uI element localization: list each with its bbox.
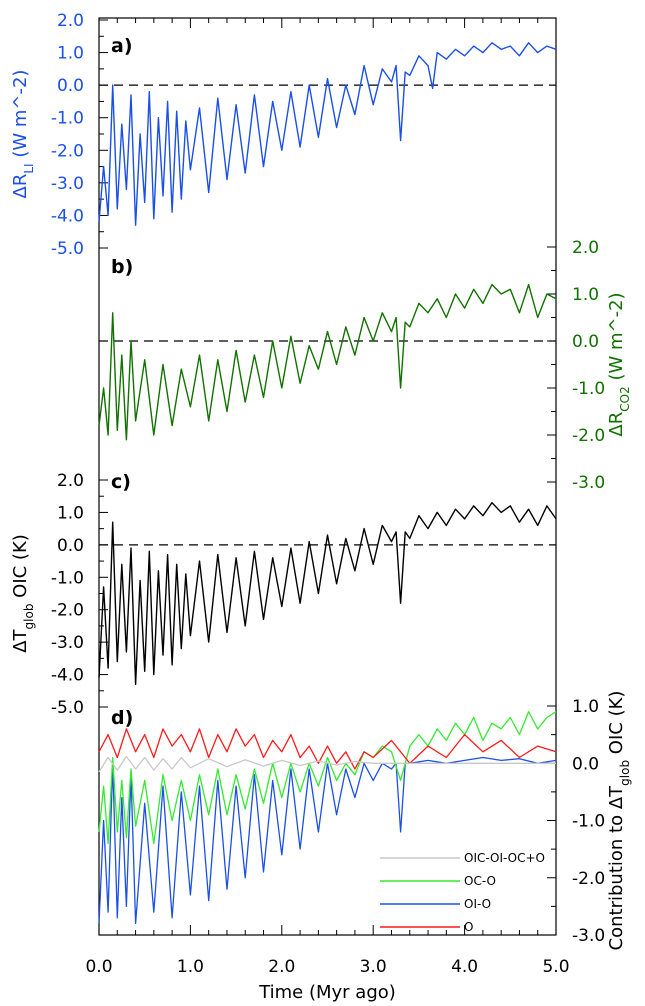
y-tick-label: -5.0 [51,698,84,718]
y-axis-title: Contribution to ΔTglob OIC (K) [606,691,632,951]
series-line-c [98,502,557,685]
x-tick-label: 1.0 [177,957,204,977]
y-tick-label: -3.0 [572,926,605,946]
x-tick-label: 2.0 [268,957,295,977]
y-tick-label: 1.0 [57,44,84,64]
y-tick-label: -1.0 [51,109,84,129]
panel-label: c) [111,471,131,493]
y-axis-title: ΔTglob OIC (K) [10,534,36,653]
y-tick-label: -2.0 [51,141,84,161]
x-tick-label: 0.0 [85,957,112,977]
series-line-oc-o [98,711,557,845]
y-tick-label: 1.0 [572,285,599,305]
y-axis-title-rest: (W m^-2) [10,70,31,164]
y-axis-title-sub: LI [22,163,36,173]
legend-label: OC-O [464,874,496,888]
y-tick-label: 0.0 [572,332,599,352]
y-axis-title-rest: OIC (K) [606,691,627,760]
panel-label: a) [111,35,133,57]
y-axis-title-rest: (W m^-2) [606,292,627,386]
y-tick-label: -3.0 [572,473,605,493]
panel-label: b) [111,256,133,278]
panel-b: 2.0 1.0 0.0 -1.0 -2.0 -3.0 ΔRCO2 (W m^-2) b) [98,238,632,493]
x-tick-label: 3.0 [360,957,387,977]
y-tick-label: 0.0 [572,754,599,774]
y-tick-label: 2.0 [572,238,599,258]
x-tick-label: 5.0 [542,957,569,977]
y-tick-label: -4.0 [51,666,84,686]
y-tick-label: -5.0 [51,239,84,259]
y-axis-title-sub: CO2 [618,386,632,411]
y-axis-title: ΔRLI (W m^-2) [10,70,36,199]
y-axis-title-main: Contribution to ΔT [606,785,627,951]
y-tick-label: -3.0 [51,633,84,653]
panel-label: d) [111,707,133,729]
y-axis-title-sub: glob [22,604,36,630]
y-tick-label: 1.0 [57,503,84,523]
y-axis-title-sub: glob [618,760,632,786]
y-tick-label: 0.0 [57,536,84,556]
y-tick-label: -1.0 [572,812,605,832]
plot-frame [98,17,557,936]
legend-label: OI-O [464,897,491,911]
y-axis-title-rest: OIC (K) [10,534,31,603]
y-tick-label: 2.0 [57,11,84,31]
series-line-a [98,42,557,226]
y-axis-title-main: ΔT [10,628,31,652]
y-tick-label: -1.0 [572,379,605,399]
series-line-b [98,283,557,441]
y-tick-label: -4.0 [51,206,84,226]
y-tick-label: 2.0 [57,471,84,491]
panel-d: 1.0 0.0 -1.0 -2.0 -3.0 Contribution to ΔTglob… [85,691,632,1003]
legend-label: O [464,920,473,934]
y-tick-label: -1.0 [51,568,84,588]
legend-label: OIC-OI-OC+O [464,851,545,865]
y-tick-label: -3.0 [51,174,84,194]
y-tick-label: 1.0 [572,697,599,717]
y-axis-title: ΔRCO2 (W m^-2) [606,292,632,436]
y-axis-title-main: ΔR [606,412,627,437]
x-axis-title: Time (Myr ago) [258,982,396,1003]
series-line-oic-oi-oc-o [98,755,556,773]
legend: OIC-OI-OC+O OC-O OI-O O [380,851,545,934]
y-tick-label: -2.0 [572,869,605,889]
panel-a: 2.0 1.0 0.0 -1.0 -2.0 -3.0 -4.0 -5.0 ΔRLI (W m^-… [10,11,557,259]
y-tick-label: -2.0 [51,601,84,621]
y-tick-label: 0.0 [57,76,84,96]
x-tick-label: 4.0 [451,957,478,977]
y-tick-label: -2.0 [572,426,605,446]
panel-c: 2.0 1.0 0.0 -1.0 -2.0 -3.0 -4.0 -5.0 ΔTglob OIC … [10,471,557,718]
series-line-o [98,728,557,770]
y-axis-title-main: ΔR [10,174,31,199]
